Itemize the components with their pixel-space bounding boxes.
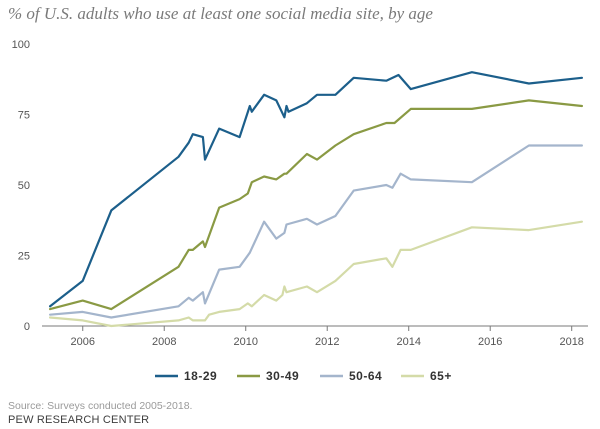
organization-credit: PEW RESEARCH CENTER <box>8 414 150 426</box>
x-tick-label: 2006 <box>71 336 95 348</box>
chart-title: % of U.S. adults who use at least one so… <box>8 4 433 23</box>
legend: 18-29 30-49 50-64 65+ <box>155 369 452 383</box>
series-line-3 <box>49 144 583 319</box>
y-tick-label: 100 <box>12 39 30 51</box>
series-lines <box>49 71 583 328</box>
series-line-1 <box>49 71 583 308</box>
x-tick-label: 2014 <box>396 336 420 348</box>
x-tick-label: 2018 <box>559 336 583 348</box>
series-line-4 <box>49 220 583 328</box>
legend-label: 65+ <box>430 369 452 383</box>
legend-label: 18-29 <box>184 369 217 383</box>
legend-label: 50-64 <box>349 369 382 383</box>
y-tick-label: 50 <box>18 180 30 192</box>
y-axis: 0 25 50 75 100 <box>12 39 30 333</box>
x-axis: 2006 2008 2010 2012 2014 2016 2018 <box>71 326 584 348</box>
x-tick-label: 2016 <box>478 336 502 348</box>
y-tick-label: 0 <box>24 321 30 333</box>
series-line-2 <box>49 99 583 311</box>
legend-label: 30-49 <box>266 369 299 383</box>
x-tick-label: 2008 <box>152 336 176 348</box>
x-tick-label: 2010 <box>233 336 257 348</box>
y-tick-label: 75 <box>18 110 30 122</box>
y-tick-label: 25 <box>18 251 30 263</box>
x-tick-label: 2012 <box>315 336 339 348</box>
source-note: Source: Surveys conducted 2005-2018. <box>8 400 193 412</box>
